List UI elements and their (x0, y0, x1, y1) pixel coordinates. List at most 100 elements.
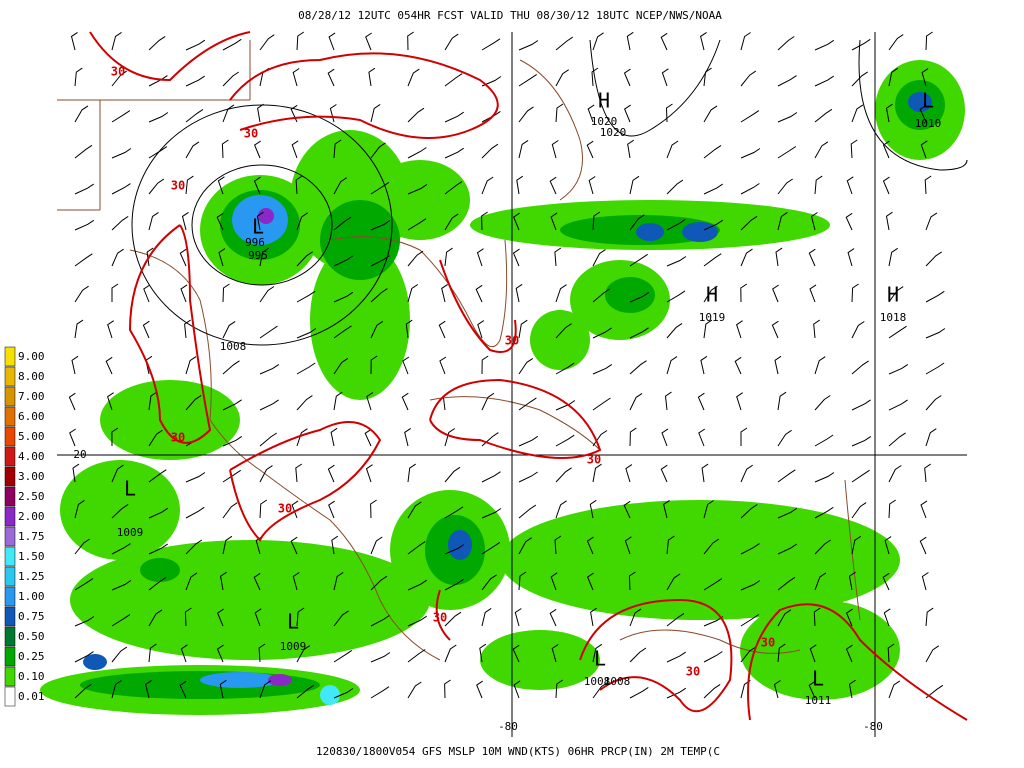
map-labels: H10201020H1019H1018L1010L996995L1009L100… (73, 65, 941, 734)
wind-barb (777, 391, 787, 411)
wind-barb (555, 323, 572, 339)
wind-barb (665, 103, 673, 123)
wind-barb (257, 103, 264, 123)
wind-barb (481, 355, 489, 375)
wind-barb (444, 506, 464, 519)
wind-barb (296, 328, 317, 339)
contour-label: 30 (171, 431, 185, 445)
wind-barb (888, 34, 904, 51)
wind-barb (586, 572, 594, 591)
wind-barb (660, 32, 668, 51)
legend-swatch (4, 666, 16, 687)
legend-label: 8.00 (18, 370, 45, 383)
wind-barb (219, 679, 227, 699)
wind-barb (925, 212, 938, 231)
wind-barb (925, 328, 946, 339)
wind-barb (148, 609, 163, 627)
wind-barb (703, 253, 722, 267)
wind-barb (736, 392, 743, 411)
wind-barb (925, 31, 933, 51)
wind-barb (813, 319, 820, 339)
wind-barb (327, 464, 335, 483)
wind-barb (296, 31, 305, 51)
legend-swatch (4, 486, 16, 507)
wind-barb (181, 211, 189, 231)
legend-swatch (4, 546, 16, 567)
wind-barb (587, 104, 595, 123)
wind-barb (592, 249, 606, 267)
precip-area (500, 500, 900, 620)
wind-barb (407, 147, 427, 159)
wind-barb (333, 357, 349, 375)
wind-barb (444, 578, 464, 591)
legend-label: 7.00 (18, 390, 45, 403)
wind-barb (703, 578, 723, 591)
wind-barb (518, 435, 539, 447)
wind-barb (476, 248, 484, 267)
precip-area (258, 208, 274, 224)
wind-barb (740, 248, 753, 267)
wind-barb (740, 32, 751, 51)
legend-label: 0.50 (18, 630, 45, 643)
legend-swatch (4, 626, 16, 647)
wind-barb (296, 684, 315, 699)
wind-barb (623, 104, 631, 123)
wind-barb (848, 679, 856, 699)
wind-barb (180, 284, 188, 303)
wind-barb (518, 471, 538, 483)
grid-label: 20 (73, 448, 86, 461)
wind-barb (734, 356, 742, 375)
wind-barb (444, 181, 463, 195)
wind-barb (74, 684, 92, 699)
wind-barb (925, 607, 934, 627)
wind-barb (407, 463, 416, 483)
wind-barb (887, 643, 895, 663)
legend-swatch (4, 586, 16, 607)
wind-barb (627, 139, 634, 159)
wind-barb (920, 500, 928, 519)
pressure-center-letter: H (706, 283, 718, 307)
wind-barb (331, 535, 339, 555)
wind-barb (814, 141, 829, 159)
wind-barb (740, 427, 748, 446)
wind-barb (74, 253, 93, 267)
wind-barb (256, 211, 264, 231)
wind-barb (515, 283, 523, 303)
wind-barb (664, 391, 672, 411)
legend-label: 1.00 (18, 590, 45, 603)
wind-barb (330, 427, 338, 447)
legend-swatch (4, 606, 16, 627)
wind-barb (518, 571, 527, 591)
precip-area (682, 222, 718, 242)
wind-barb (740, 283, 748, 303)
wind-barb (814, 506, 834, 519)
wind-barb (512, 248, 520, 267)
wind-barb (703, 105, 718, 123)
precip-area (636, 223, 664, 241)
wind-barb (851, 469, 870, 483)
wind-barb (624, 536, 632, 555)
wind-barb (68, 392, 76, 411)
wind-barb (772, 284, 779, 303)
wind-barb (220, 571, 227, 591)
wind-barb (703, 319, 713, 339)
legend-label: 9.00 (18, 350, 45, 363)
wind-barb (740, 646, 756, 663)
temperature-contours (89, 31, 968, 721)
precip-area (268, 674, 292, 686)
wind-barb (924, 463, 931, 483)
wind-barb (111, 427, 119, 447)
wind-barb (666, 687, 687, 699)
precip-area (100, 380, 240, 460)
wind-barb (481, 607, 492, 627)
wind-barb (555, 434, 575, 447)
wind-barb (777, 507, 798, 519)
legend-label: 0.25 (18, 650, 45, 663)
wind-barb (883, 608, 891, 627)
wind-barb (148, 576, 167, 591)
pressure-value: 996 (245, 236, 265, 249)
wind-barbs (68, 31, 946, 699)
wind-barb (365, 32, 372, 51)
wind-barb (370, 220, 391, 231)
wind-barb (407, 541, 426, 555)
